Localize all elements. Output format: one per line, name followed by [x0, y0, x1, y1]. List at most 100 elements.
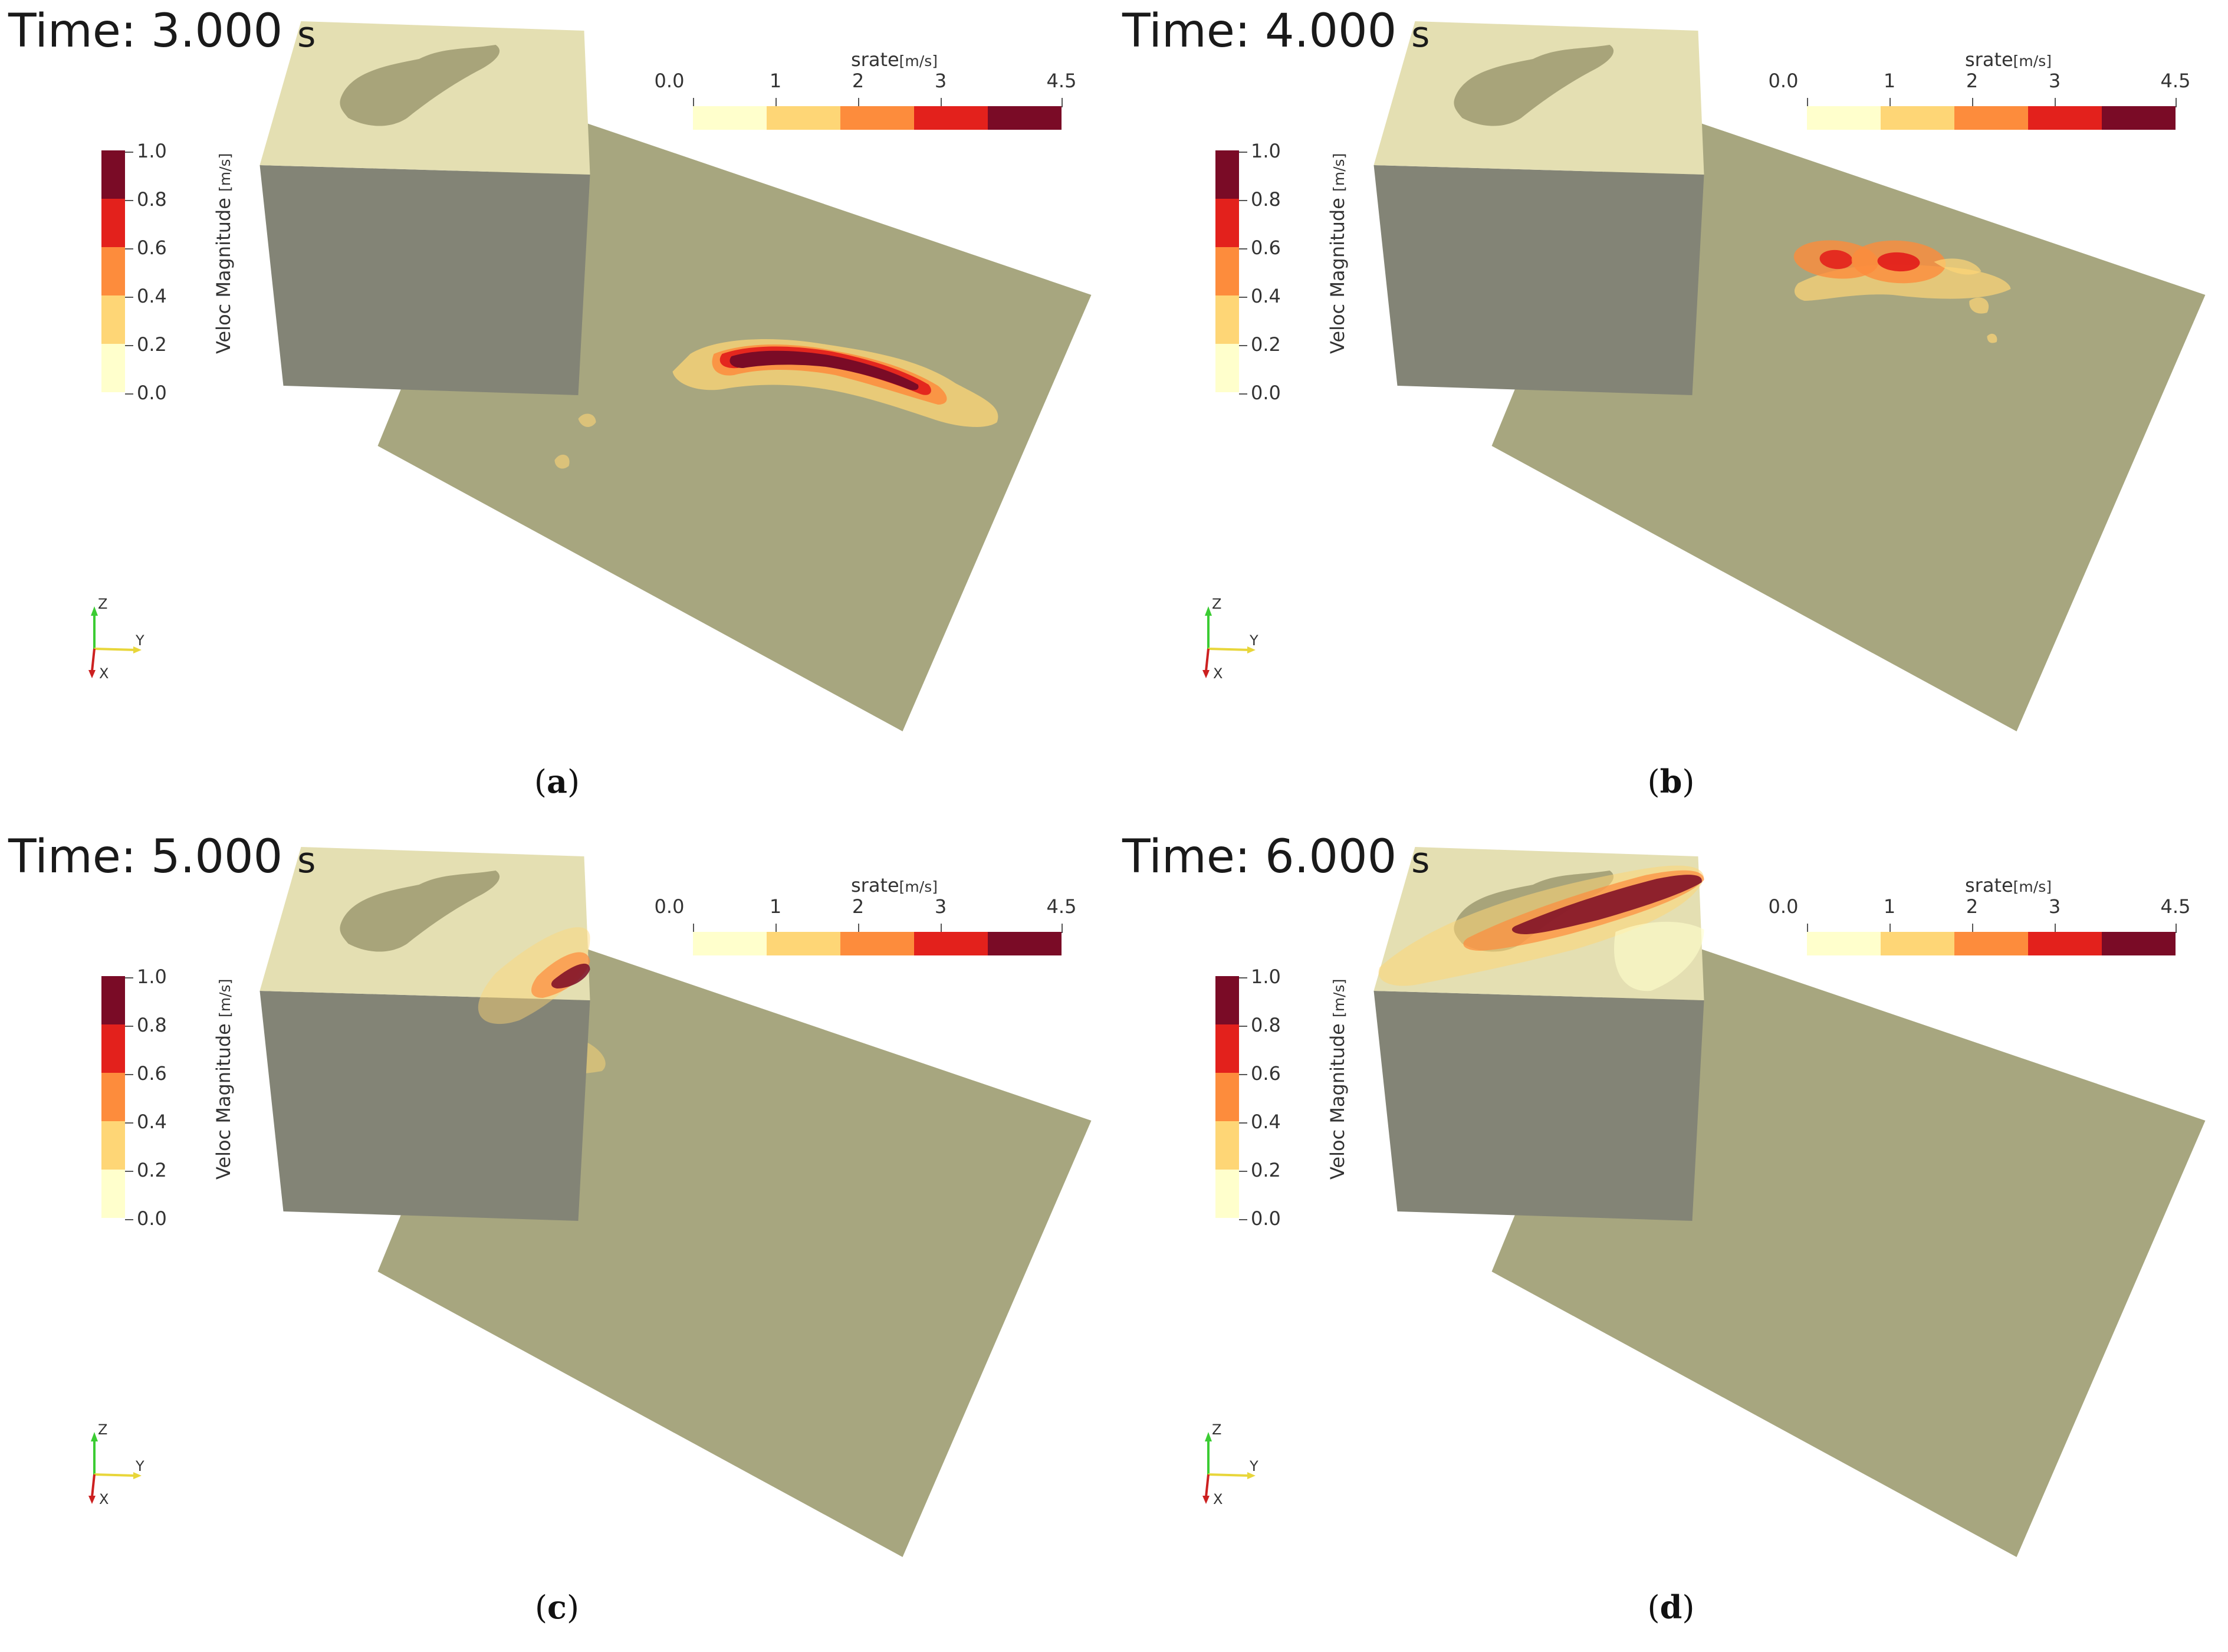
veloc-colorbar-tick-label: 0.8	[1239, 1014, 1281, 1036]
island-outline	[340, 871, 500, 952]
y-axis-label: Y	[135, 632, 144, 649]
y-axis-label: Y	[135, 1458, 144, 1474]
veloc-colorbar-swatch	[101, 1170, 125, 1218]
render-viewport[interactable]	[1114, 0, 2228, 826]
srate-colorbar-tick-label: 1	[1883, 70, 1896, 92]
x-axis-label: X	[99, 1491, 109, 1508]
srate-colorbar-swatch	[767, 932, 840, 955]
srate-colorbar-tick-mark	[693, 98, 694, 107]
srate-colorbar-swatch	[693, 106, 767, 130]
x-arrow-head	[88, 1496, 96, 1504]
time-label: Time: 3.000 s	[8, 5, 316, 58]
panel-caption: (b)	[1647, 763, 1695, 800]
wavefront-core	[551, 963, 590, 988]
srate-colorbar-tick-label: 0.0	[1768, 70, 1799, 92]
srate-colorbar-tick-mark	[775, 924, 777, 933]
block-surface-overlay	[478, 927, 590, 1024]
veloc-colorbar-swatch	[101, 295, 125, 344]
y-arrow-head	[133, 646, 142, 653]
veloc-colorbar	[1215, 976, 1239, 1218]
srate-colorbar-ticks: 0.0 1 2 3 4.5	[1769, 70, 2190, 107]
srate-colorbar-tick-mark	[941, 98, 942, 107]
veloc-colorbar-tick-label: 1.0	[1239, 965, 1281, 988]
render-viewport[interactable]	[0, 0, 1114, 826]
srate-colorbar-tick-mark	[1062, 98, 1063, 107]
slip-patch	[1987, 333, 1997, 343]
veloc-colorbar-tick-label: 0.6	[1239, 237, 1281, 259]
srate-colorbar-swatch	[767, 106, 840, 130]
veloc-colorbar-swatch	[1215, 150, 1239, 199]
srate-colorbar-tick-label: 4.5	[1046, 895, 1077, 918]
y-axis-arrow	[94, 1473, 136, 1477]
orientation-axes-widget: Z Y X	[88, 1421, 144, 1508]
island-outline	[1454, 45, 1614, 126]
x-arrow-head	[88, 670, 96, 678]
srate-colorbar-swatch	[693, 932, 767, 955]
z-axis-label: Z	[1212, 596, 1221, 612]
veloc-colorbar-swatch	[1215, 199, 1239, 247]
x-axis-label: X	[99, 665, 109, 682]
x-axis-arrow	[91, 648, 96, 672]
srate-colorbar-tick-mark	[1062, 924, 1063, 933]
srate-colorbar	[693, 932, 1062, 955]
veloc-colorbar-swatch	[1215, 247, 1239, 295]
veloc-colorbar-tick-label: 0.8	[125, 188, 167, 211]
veloc-colorbar-ticks: 1.0 0.8 0.6 0.4 0.2 0.0	[1239, 965, 1286, 1230]
srate-colorbar-tick-label: 0.0	[1768, 895, 1799, 918]
y-arrow-head	[133, 1472, 142, 1479]
srate-colorbar-tick-label: 2	[1966, 895, 1979, 918]
veloc-colorbar	[101, 150, 125, 392]
veloc-colorbar-swatch	[1215, 295, 1239, 344]
z-arrow-head	[91, 1432, 98, 1441]
time-unit: s	[297, 14, 316, 55]
veloc-colorbar-title: Veloc Magnitude [m/s]	[212, 153, 235, 354]
veloc-colorbar-ticks: 1.0 0.8 0.6 0.4 0.2 0.0	[125, 965, 172, 1230]
visualization-panel-d: Time: 6.000 s 1.0 0.8 0.6 0.4 0.2 0.0 Veloc M…	[1114, 826, 2228, 1651]
srate-colorbar-title: srate[m/s]	[851, 48, 938, 71]
y-axis-arrow	[1208, 648, 1250, 651]
veloc-colorbar-title: Veloc Magnitude [m/s]	[1326, 978, 1349, 1180]
time-value: Time: 5.000	[8, 830, 283, 884]
srate-colorbar-tick-label: 4.5	[2160, 70, 2191, 92]
veloc-colorbar-tick-label: 1.0	[125, 140, 167, 162]
veloc-colorbar-swatch	[1215, 1073, 1239, 1121]
srate-colorbar-tick-label: 2	[852, 895, 865, 918]
veloc-colorbar-tick-label: 0.8	[1239, 188, 1281, 211]
veloc-colorbar-swatch	[101, 344, 125, 392]
srate-colorbar-ticks: 0.0 1 2 3 4.5	[655, 70, 1076, 107]
srate-colorbar-tick-mark	[1889, 98, 1891, 107]
slip-zone-high	[1819, 249, 1853, 270]
srate-colorbar-swatch	[914, 106, 988, 130]
time-value: Time: 6.000	[1122, 830, 1397, 884]
veloc-colorbar-swatch	[101, 1121, 125, 1170]
srate-colorbar-swatch	[1954, 106, 2028, 130]
veloc-colorbar-tick-label: 0.4	[125, 1111, 167, 1133]
veloc-colorbar-tick-label: 0.0	[1239, 1207, 1281, 1230]
y-axis-label: Y	[1249, 632, 1258, 649]
srate-colorbar-tick-mark	[2176, 924, 2177, 933]
slip-zone-high	[1877, 252, 1920, 272]
srate-colorbar-tick-label: 1	[769, 70, 782, 92]
block-side-face	[1373, 991, 1704, 1221]
veloc-colorbar-tick-label: 0.0	[125, 1207, 167, 1230]
x-arrow-head	[1202, 670, 1210, 678]
srate-colorbar-swatch	[2102, 106, 2176, 130]
veloc-colorbar-swatch	[101, 1024, 125, 1073]
render-viewport[interactable]	[0, 826, 1114, 1651]
srate-colorbar	[693, 106, 1062, 130]
srate-colorbar-title: srate[m/s]	[851, 874, 938, 896]
veloc-colorbar-swatch	[1215, 1024, 1239, 1073]
y-arrow-head	[1247, 646, 1256, 653]
veloc-colorbar-tick-label: 0.8	[125, 1014, 167, 1036]
veloc-colorbar-tick-label: 0.6	[125, 237, 167, 259]
srate-colorbar	[1807, 932, 2176, 955]
veloc-colorbar-swatch	[1215, 1121, 1239, 1170]
visualization-panel-a: Time: 3.000 s 1.0 0.8 0.6 0.4 0.2 0.0 Veloc M…	[0, 0, 1114, 826]
slip-patch	[1934, 258, 1981, 275]
block-surface-overlay	[1378, 865, 1704, 991]
srate-colorbar	[1807, 106, 2176, 130]
srate-colorbar-tick-mark	[2055, 98, 2056, 107]
render-viewport[interactable]	[1114, 826, 2228, 1651]
veloc-colorbar-swatch	[101, 199, 125, 247]
block-side-face	[259, 165, 590, 395]
